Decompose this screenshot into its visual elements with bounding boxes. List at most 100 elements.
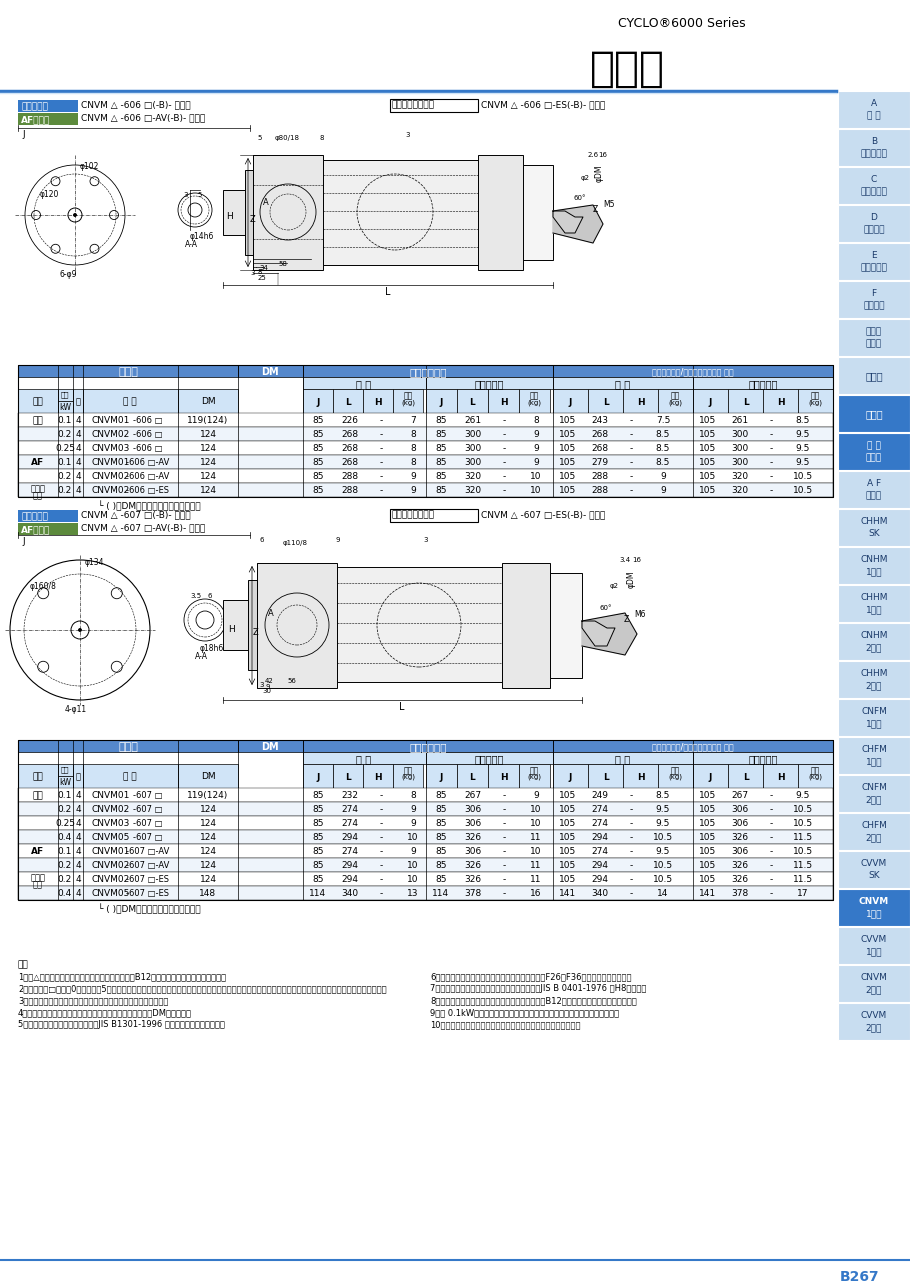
Text: φ18h6: φ18h6 xyxy=(200,644,224,653)
Bar xyxy=(523,165,553,260)
Text: 105: 105 xyxy=(700,444,717,453)
Text: 85: 85 xyxy=(312,486,324,495)
Text: 質量: 質量 xyxy=(671,391,680,400)
Text: -: - xyxy=(502,819,506,828)
Text: 85: 85 xyxy=(312,458,324,467)
Text: 148: 148 xyxy=(199,889,217,898)
Text: 9: 9 xyxy=(410,486,416,495)
Text: L: L xyxy=(345,398,351,407)
Text: 141: 141 xyxy=(700,889,716,898)
Text: 4: 4 xyxy=(76,416,81,425)
Text: 5．　低連軸キー対応寸法公差は、JIS B1301-1996 平行キーに従っています。: 5． 低連軸キー対応寸法公差は、JIS B1301-1996 平行キーに従ってい… xyxy=(18,1021,225,1030)
Text: 11: 11 xyxy=(531,875,541,884)
Text: 1段形: 1段形 xyxy=(865,719,883,728)
Bar xyxy=(838,889,910,927)
Text: 8.5: 8.5 xyxy=(656,458,670,467)
Bar xyxy=(519,764,550,788)
Text: 4: 4 xyxy=(76,847,81,856)
Text: 2段形: 2段形 xyxy=(865,833,882,842)
Text: J: J xyxy=(569,773,572,782)
Text: 105: 105 xyxy=(560,472,577,481)
Text: 114: 114 xyxy=(309,889,327,898)
Text: 三 相: 三 相 xyxy=(867,441,881,450)
Text: B267: B267 xyxy=(840,1270,880,1284)
Text: CNVM02: CNVM02 xyxy=(92,472,130,481)
Text: -: - xyxy=(630,804,632,813)
Text: 85: 85 xyxy=(435,804,447,813)
Text: CNVM05: CNVM05 xyxy=(92,889,130,898)
Text: ついて: ついて xyxy=(866,338,882,347)
Text: 2段形: 2段形 xyxy=(865,644,882,653)
Polygon shape xyxy=(582,613,637,655)
Text: 85: 85 xyxy=(312,416,324,425)
Text: 1段形: 1段形 xyxy=(865,947,883,956)
Text: 9: 9 xyxy=(410,472,416,481)
Text: CVVM: CVVM xyxy=(861,934,887,943)
Text: -: - xyxy=(630,458,632,467)
Text: -: - xyxy=(502,430,506,439)
Text: -: - xyxy=(502,861,506,870)
Text: 寸法図: 寸法図 xyxy=(865,409,883,420)
Text: M5: M5 xyxy=(603,199,614,208)
Text: J: J xyxy=(440,398,443,407)
Text: 質量: 質量 xyxy=(403,766,412,775)
Text: J: J xyxy=(317,773,319,782)
Bar xyxy=(58,389,73,402)
Text: 105: 105 xyxy=(700,792,717,801)
Text: -: - xyxy=(630,847,632,856)
Text: 105: 105 xyxy=(560,444,577,453)
Text: 4: 4 xyxy=(76,430,81,439)
Text: -: - xyxy=(769,430,773,439)
Text: 124: 124 xyxy=(199,819,217,828)
Text: 85: 85 xyxy=(435,416,447,425)
Bar xyxy=(363,764,393,788)
Text: 高効率三相モータ: 高効率三相モータ xyxy=(391,100,434,109)
Text: 105: 105 xyxy=(700,472,717,481)
Text: 268: 268 xyxy=(341,444,359,453)
Text: AF: AF xyxy=(32,458,45,467)
Bar xyxy=(838,775,910,812)
Text: E: E xyxy=(871,251,877,260)
Text: 17: 17 xyxy=(797,889,809,898)
Text: 105: 105 xyxy=(700,861,717,870)
Text: 種類: 種類 xyxy=(33,772,44,781)
Text: A: A xyxy=(263,198,268,207)
Text: H: H xyxy=(777,773,784,782)
Text: -: - xyxy=(769,458,773,467)
Text: 294: 294 xyxy=(341,875,359,884)
Text: 3: 3 xyxy=(423,537,428,543)
Text: 10: 10 xyxy=(531,472,541,481)
Text: H: H xyxy=(777,398,784,407)
Text: CHHM: CHHM xyxy=(860,593,888,602)
Text: レデューサ: レデューサ xyxy=(861,187,887,196)
Text: 105: 105 xyxy=(560,833,577,842)
Text: 10.5: 10.5 xyxy=(793,472,813,481)
Text: -: - xyxy=(630,444,632,453)
Text: 6: 6 xyxy=(207,593,211,598)
Text: Z: Z xyxy=(253,628,258,637)
Text: 種類: 種類 xyxy=(33,396,44,405)
Text: 306: 306 xyxy=(464,804,481,813)
Text: -: - xyxy=(630,833,632,842)
Text: 8: 8 xyxy=(533,416,539,425)
Text: 294: 294 xyxy=(592,861,609,870)
Text: 9: 9 xyxy=(335,537,339,543)
Text: 質量: 質量 xyxy=(811,766,820,775)
Text: φ134: φ134 xyxy=(85,559,105,568)
Text: 注）: 注） xyxy=(18,960,29,969)
Text: -: - xyxy=(769,416,773,425)
Text: -: - xyxy=(769,889,773,898)
Text: 共 通: 共 通 xyxy=(867,111,881,120)
Text: 340: 340 xyxy=(592,889,609,898)
Text: 0.1: 0.1 xyxy=(58,847,72,856)
Text: DM: DM xyxy=(261,367,278,377)
Text: 288: 288 xyxy=(341,472,359,481)
Text: 320: 320 xyxy=(732,486,749,495)
Text: 124: 124 xyxy=(199,430,217,439)
Text: DM: DM xyxy=(261,743,278,752)
Text: -: - xyxy=(630,430,632,439)
Text: -606 □: -606 □ xyxy=(133,416,163,425)
Bar xyxy=(323,160,478,265)
Bar xyxy=(178,764,238,788)
Bar xyxy=(553,740,833,752)
